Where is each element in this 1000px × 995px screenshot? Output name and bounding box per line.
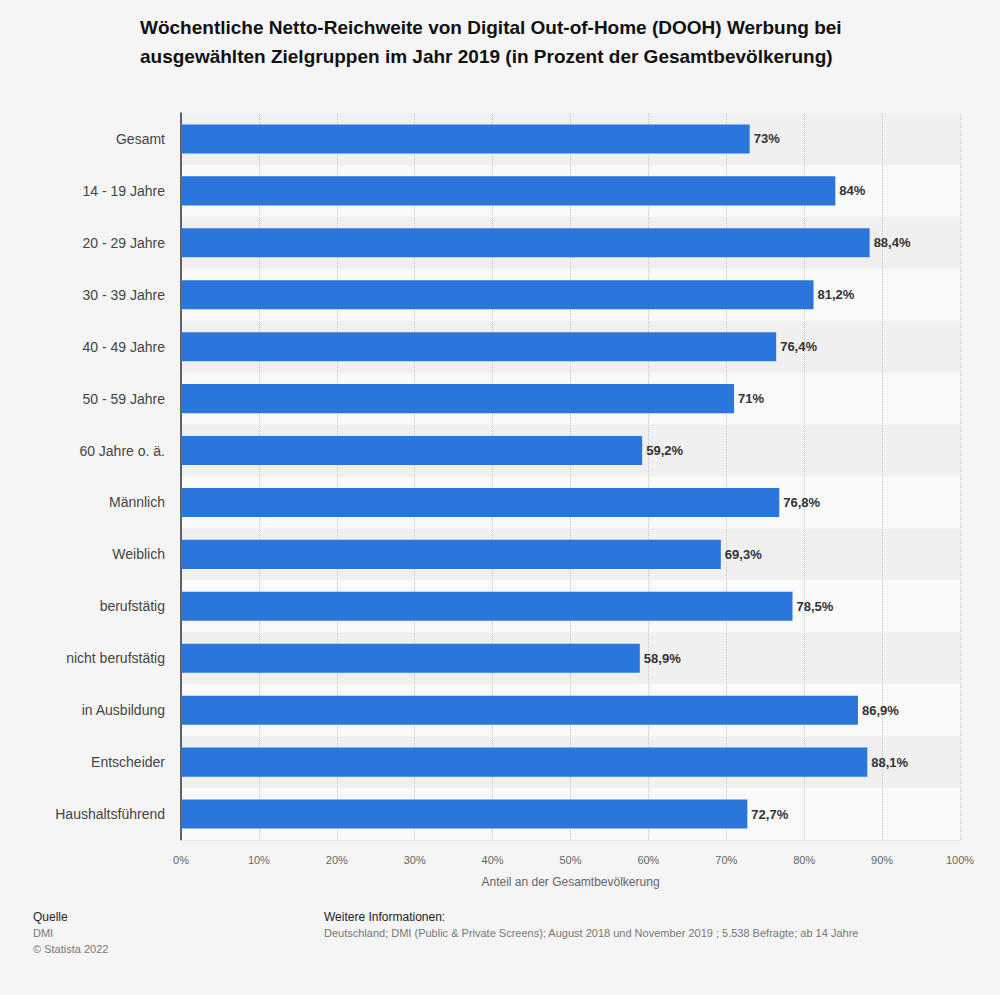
svg-text:40 - 49 Jahre: 40 - 49 Jahre [83, 339, 166, 355]
svg-text:76,4%: 76,4% [780, 339, 817, 354]
svg-text:76,8%: 76,8% [783, 495, 820, 510]
svg-text:69,3%: 69,3% [725, 547, 762, 562]
svg-text:in Ausbildung: in Ausbildung [82, 702, 165, 718]
svg-text:Gesamt: Gesamt [116, 131, 165, 147]
svg-text:Männlich: Männlich [109, 494, 165, 510]
svg-text:Wöchentliche Netto-Reichweite: Wöchentliche Netto-Reichweite von Digita… [140, 17, 847, 38]
svg-text:30%: 30% [404, 854, 426, 866]
svg-text:60 Jahre o. ä.: 60 Jahre o. ä. [79, 443, 165, 459]
svg-text:100%: 100% [946, 854, 974, 866]
svg-text:0%: 0% [173, 854, 189, 866]
svg-text:59,2%: 59,2% [646, 443, 683, 458]
svg-text:Quelle: Quelle [33, 910, 68, 924]
svg-text:Deutschland; DMI (Public & Pri: Deutschland; DMI (Public & Private Scree… [324, 927, 858, 939]
svg-text:20%: 20% [326, 854, 348, 866]
svg-text:60%: 60% [637, 854, 659, 866]
svg-text:Weiblich: Weiblich [112, 546, 165, 562]
svg-text:58,9%: 58,9% [644, 651, 681, 666]
svg-text:84%: 84% [839, 183, 865, 198]
svg-text:81,2%: 81,2% [818, 287, 855, 302]
svg-text:Anteil an der Gesamtbevölkerun: Anteil an der Gesamtbevölkerung [481, 875, 659, 889]
svg-text:88,4%: 88,4% [874, 235, 911, 250]
svg-text:Weitere Informationen:: Weitere Informationen: [324, 910, 445, 924]
svg-text:berufstätig: berufstätig [100, 598, 165, 614]
svg-text:DMI: DMI [33, 927, 53, 939]
svg-text:14 - 19 Jahre: 14 - 19 Jahre [83, 183, 166, 199]
svg-text:10%: 10% [248, 854, 270, 866]
svg-text:70%: 70% [715, 854, 737, 866]
svg-text:ausgewählten Zielgruppen im Ja: ausgewählten Zielgruppen im Jahr 2019 (i… [140, 46, 833, 67]
svg-text:90%: 90% [871, 854, 893, 866]
svg-text:73%: 73% [754, 131, 780, 146]
svg-text:20 - 29 Jahre: 20 - 29 Jahre [83, 235, 166, 251]
svg-text:© Statista 2022: © Statista 2022 [33, 943, 108, 955]
svg-text:80%: 80% [793, 854, 815, 866]
svg-text:Entscheider: Entscheider [91, 754, 165, 770]
svg-text:72,7%: 72,7% [751, 807, 788, 822]
svg-text:30 - 39 Jahre: 30 - 39 Jahre [83, 287, 166, 303]
svg-text:nicht berufstätig: nicht berufstätig [66, 650, 165, 666]
svg-text:71%: 71% [738, 391, 764, 406]
svg-text:78,5%: 78,5% [797, 599, 834, 614]
svg-text:Haushaltsführend: Haushaltsführend [55, 806, 165, 822]
svg-text:88,1%: 88,1% [871, 755, 908, 770]
svg-text:50 - 59 Jahre: 50 - 59 Jahre [83, 391, 166, 407]
svg-text:40%: 40% [482, 854, 504, 866]
svg-text:86,9%: 86,9% [862, 703, 899, 718]
svg-text:50%: 50% [559, 854, 581, 866]
